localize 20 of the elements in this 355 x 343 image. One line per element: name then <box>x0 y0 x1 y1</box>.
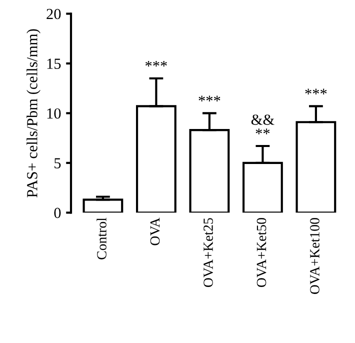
y-tick-label: 5 <box>54 158 61 168</box>
x-tick-label: OVA <box>150 218 160 246</box>
bar <box>242 162 283 213</box>
annotation: *** <box>198 96 220 102</box>
y-tick-label: 10 <box>47 108 61 119</box>
bar <box>296 121 336 213</box>
x-tick-label: OVA+Ket25 <box>204 218 213 288</box>
annotation: && ** <box>251 114 274 134</box>
bar <box>82 198 124 213</box>
y-axis-title: PAS+ cells/Pbm (cells/mm) <box>26 29 40 198</box>
y-tick-label: 15 <box>47 58 61 69</box>
bar <box>189 129 230 213</box>
bar <box>136 105 176 213</box>
annotation: *** <box>145 60 167 67</box>
x-tick-label: OVA+Ket50 <box>256 218 266 288</box>
annotation: *** <box>305 88 327 94</box>
y-tick-label: 0 <box>54 208 61 218</box>
x-tick-label: OVA+Ket100 <box>310 218 320 294</box>
x-tick-label: Control <box>96 218 106 260</box>
y-tick-label: 20 <box>46 8 61 20</box>
